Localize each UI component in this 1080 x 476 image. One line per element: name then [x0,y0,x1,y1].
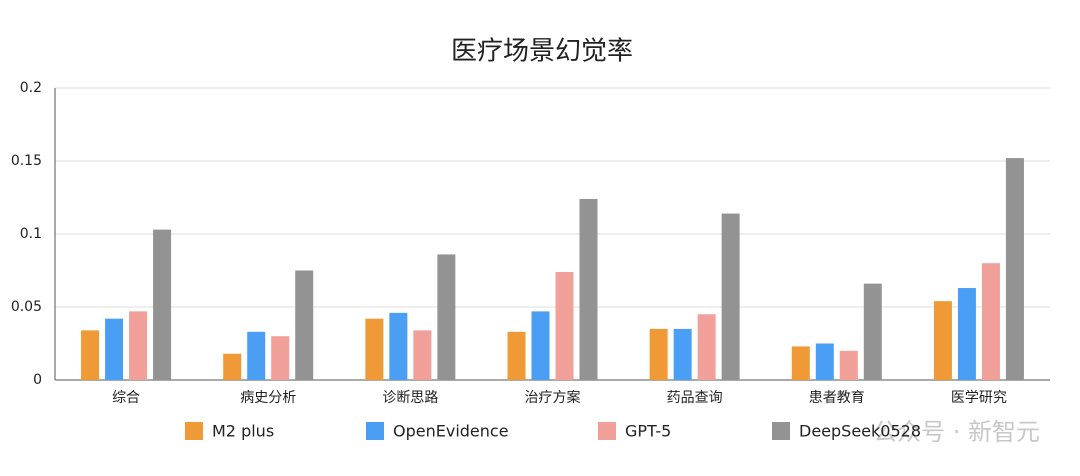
bar [791,346,810,380]
x-tick-label: 患者教育 [809,390,865,406]
watermark: 公众号 · 新智元 [873,418,1040,446]
y-tick-label: 0.05 [11,299,42,315]
chart-title: 医疗场景幻觉率 [451,37,633,67]
bar [531,311,550,380]
legend-label: DeepSeek0528 [799,422,921,441]
legend-label: GPT-5 [625,422,671,441]
x-tick-label: 医学研究 [951,390,1007,406]
legend-swatch [598,422,616,440]
bar [271,336,290,380]
legend-swatch [772,422,790,440]
bar [1005,158,1024,380]
bar [223,353,242,380]
bar [365,318,384,380]
bar [507,331,526,380]
bar [579,198,598,380]
bar [555,271,574,380]
bar [863,283,882,380]
bar [81,330,100,380]
bar [105,318,124,380]
bar [721,213,740,380]
bar [153,229,172,380]
y-tick-label: 0.2 [20,80,42,96]
y-tick-label: 0 [33,372,42,388]
x-tick-label: 综合 [112,390,140,406]
bar [981,263,1000,380]
y-tick-label: 0.15 [11,153,42,169]
bar [839,350,858,380]
x-tick-label: 病史分析 [240,390,296,406]
bar [673,328,692,380]
bar [697,314,716,380]
legend-swatch [185,422,203,440]
bar [437,254,456,380]
bar [129,311,148,380]
x-tick-label: 诊断思路 [382,390,438,406]
x-tick-label: 药品查询 [667,390,723,406]
legend-label: M2 plus [212,422,274,441]
bar [815,343,834,380]
bar [389,312,408,380]
bar [295,270,314,380]
legend-swatch [366,422,384,440]
x-tick-label: 治疗方案 [525,389,581,406]
bar [247,331,266,380]
legend-label: OpenEvidence [393,422,509,441]
bar [413,330,432,380]
bar [957,288,976,380]
bar [649,328,668,380]
y-tick-label: 0.1 [20,226,42,242]
bar [933,301,952,380]
